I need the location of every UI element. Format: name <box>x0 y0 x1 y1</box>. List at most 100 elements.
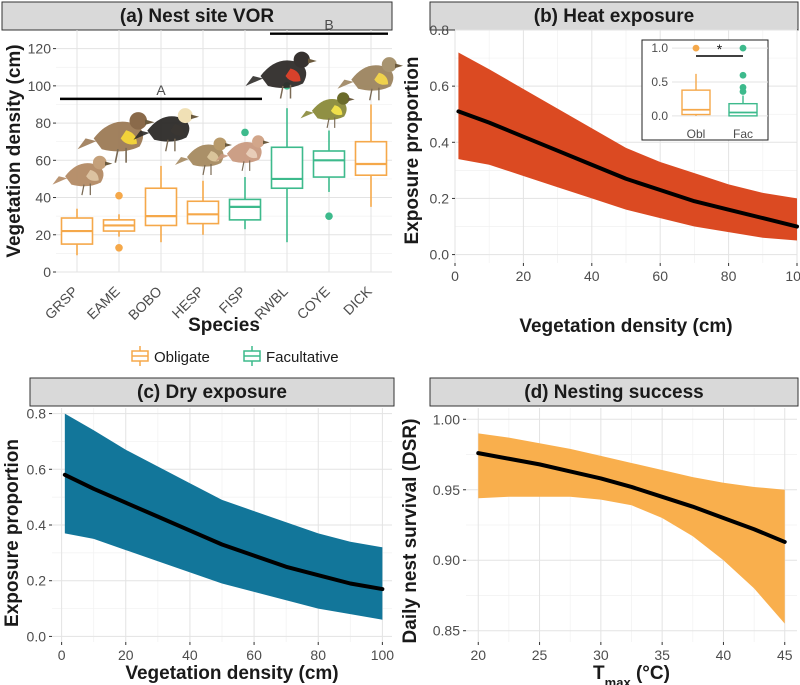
y-tick-label: 1.00 <box>433 411 460 427</box>
inset-box-obl <box>681 44 711 116</box>
y-tick-label: 0.85 <box>433 623 460 639</box>
confidence-ribbon <box>458 52 797 241</box>
x-category-label: EAME <box>84 283 123 322</box>
bird-head <box>92 155 107 170</box>
bird-illustration-fisp <box>215 135 270 172</box>
bird-breast <box>330 105 343 116</box>
box-iqr <box>354 140 388 176</box>
box-coye <box>312 130 346 220</box>
bird-illustration-hesp <box>175 137 232 176</box>
bird-leg <box>114 149 119 163</box>
inset-x-label: Fac <box>733 127 753 141</box>
x-tick-label: 0 <box>58 647 66 663</box>
panel-title: (b) Heat exposure <box>534 6 694 27</box>
bird-leg <box>165 139 169 152</box>
y-tick-label: 80 <box>35 115 51 131</box>
panel-title: (a) Nest site VOR <box>120 6 274 27</box>
x-tick-label: 25 <box>532 647 548 663</box>
bird-illustration-dick <box>337 57 404 101</box>
fitted-line <box>456 109 799 229</box>
inset-y-tick-label: 1.0 <box>651 41 668 55</box>
bird-beak <box>191 114 200 120</box>
y-tick-label: 0.8 <box>27 406 47 422</box>
bird-tail <box>175 157 189 165</box>
x-tick-label: 20 <box>470 647 486 663</box>
fitted-line <box>62 472 385 592</box>
group-label-b: B <box>324 17 333 33</box>
outlier-point <box>325 212 333 220</box>
bird-beak <box>308 58 317 64</box>
outlier-point <box>692 44 700 52</box>
inset-boxplot: 0.0 0.5 1.0 Obl Fac * <box>641 39 769 141</box>
bird-head <box>381 57 397 73</box>
bird-leg <box>202 164 206 176</box>
bird-beak <box>145 119 155 125</box>
x-tick-label: 100 <box>371 647 395 663</box>
box-rwbl <box>270 82 304 243</box>
box-eame <box>102 191 136 252</box>
x-tick-label: 20 <box>516 268 532 284</box>
bird-tail <box>337 79 354 89</box>
x-category-label: BOBO <box>125 283 165 323</box>
bird-breast <box>374 72 389 85</box>
bird-tail <box>300 110 314 119</box>
bird-illustration-bobo <box>133 108 200 152</box>
box-iqr <box>312 150 346 178</box>
panel-title: (c) Dry exposure <box>137 382 287 403</box>
x-axis-title: Tmax (°C) <box>593 663 670 685</box>
x-tick-label: 60 <box>652 268 668 284</box>
x-tick-label: 20 <box>118 647 134 663</box>
y-tick-label: 0.6 <box>430 78 450 94</box>
x-axis-title: Species <box>188 315 260 336</box>
y-tick-label: 60 <box>35 152 51 168</box>
x-tick-label: 35 <box>654 647 670 663</box>
bird-breast <box>170 123 185 136</box>
x-category-label: FISP <box>216 283 249 316</box>
box-iqr <box>144 187 178 227</box>
bird-head <box>129 112 148 130</box>
bird-breast <box>285 68 301 82</box>
outlier-point <box>739 84 747 91</box>
y-tick-label: 120 <box>28 41 52 57</box>
inset-x-label: Obl <box>687 127 706 141</box>
y-axis-title: Daily nest survival (DSR) <box>400 419 421 644</box>
y-tick-label: 0.2 <box>27 573 47 589</box>
x-category-label: DICK <box>340 283 375 318</box>
outlier-point <box>739 44 747 52</box>
bird-leg <box>369 88 373 101</box>
y-tick-label: 0.95 <box>433 482 460 498</box>
bird-tail <box>245 76 263 86</box>
group-label-a: A <box>156 82 166 98</box>
x-tick-label: 40 <box>584 268 600 284</box>
x-tick-label: 100 <box>785 268 800 284</box>
bird-head <box>337 92 350 105</box>
panel-b-heat-exposure: (b) Heat exposure 0 20 40 60 80 100 0.0 0.2 0.4 0.… <box>402 1 800 337</box>
y-tick-label: 0.4 <box>27 517 47 533</box>
box-iqr <box>270 146 304 190</box>
y-tick-label: 0.8 <box>430 22 450 38</box>
x-axis-title-main: T <box>593 663 605 684</box>
outlier-point <box>739 71 747 79</box>
x-tick-label: 80 <box>310 647 326 663</box>
y-tick-label: 0.4 <box>430 134 450 150</box>
inset-y-tick-label: 0.0 <box>651 109 668 123</box>
box-dick <box>354 104 388 207</box>
x-tick-label: 45 <box>777 647 793 663</box>
x-tick-label: 30 <box>593 647 609 663</box>
x-tick-label: 80 <box>721 268 737 284</box>
x-category-label: COYE <box>294 283 333 322</box>
x-axis-title-subscript: max <box>605 675 632 685</box>
outlier-point <box>115 191 123 200</box>
bird-leg <box>326 118 330 129</box>
y-tick-label: 0 <box>43 264 51 280</box>
y-tick-label: 0.0 <box>430 247 450 263</box>
bird-beak <box>348 97 355 102</box>
panel-d-nesting-success: (d) Nesting success 20 25 30 35 40 45 0.85 0.90 0… <box>400 377 799 685</box>
panel-strip <box>429 1 799 31</box>
outlier-point <box>241 128 249 137</box>
box-iqr <box>728 102 758 117</box>
bird-leg <box>81 184 85 196</box>
x-tick-label: 40 <box>716 647 732 663</box>
panel-strip <box>1 1 393 31</box>
box-fisp <box>228 128 262 230</box>
